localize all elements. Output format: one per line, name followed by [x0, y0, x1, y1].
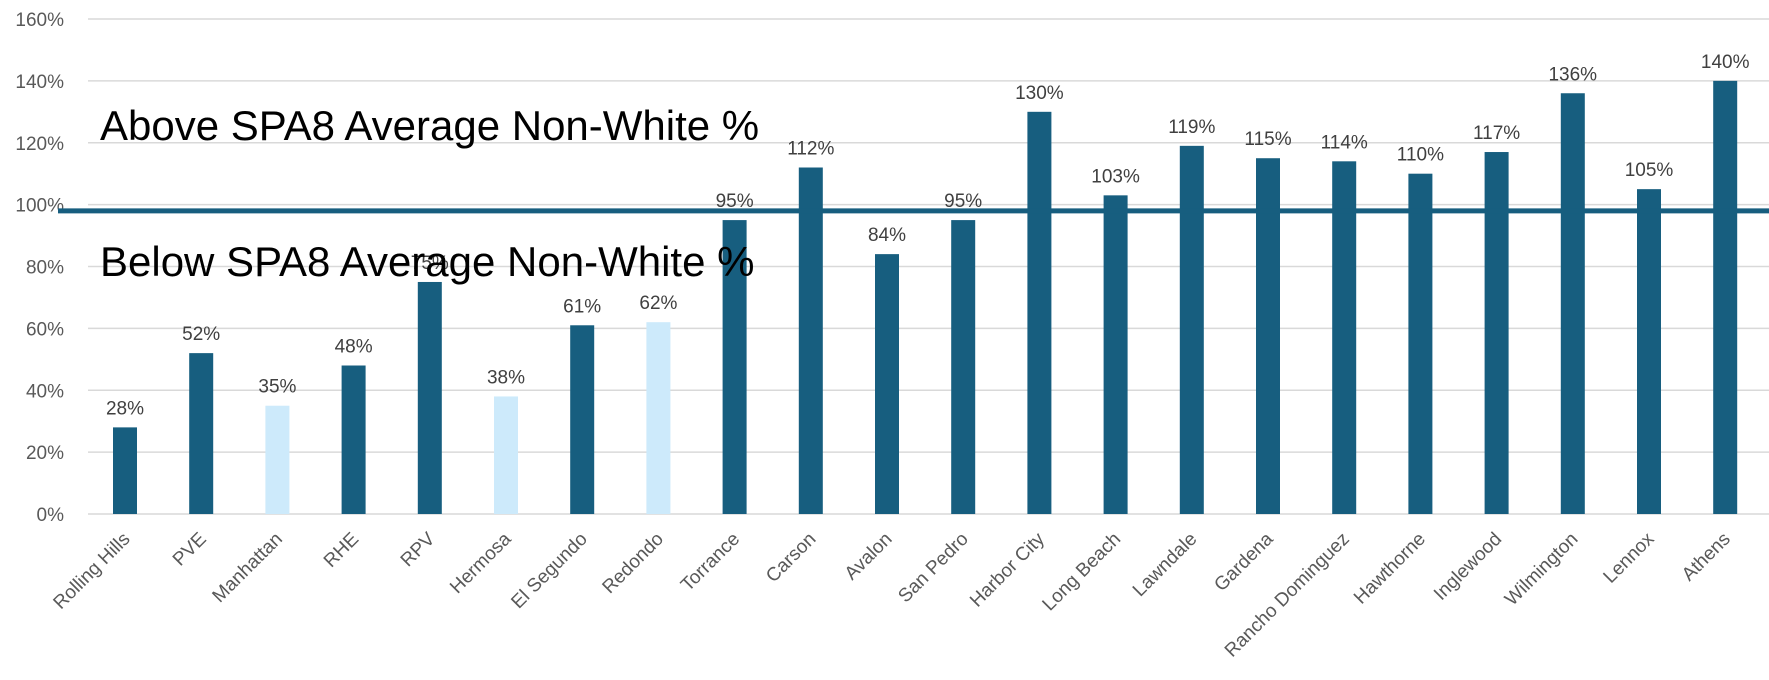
data-label: 48%	[335, 337, 373, 358]
data-label: 28%	[106, 398, 144, 419]
data-label: 103%	[1091, 166, 1140, 187]
data-label: 140%	[1701, 52, 1750, 73]
bar	[494, 396, 518, 514]
data-label: 95%	[716, 191, 754, 212]
data-label: 35%	[258, 377, 296, 398]
bar	[189, 353, 214, 514]
y-tick-label: 0%	[37, 505, 65, 526]
data-label: 52%	[182, 324, 220, 345]
bars	[113, 80, 1738, 514]
y-tick-label: 160%	[15, 10, 64, 31]
bar	[1408, 173, 1433, 514]
x-category-label: Gardena	[1210, 528, 1277, 595]
x-category-label: El Segundo	[507, 529, 591, 613]
bar	[1713, 80, 1738, 514]
x-category-label: Lennox	[1600, 528, 1659, 587]
gridlines	[88, 18, 1769, 515]
bar	[1637, 189, 1661, 514]
data-label: 136%	[1548, 64, 1597, 85]
data-label: 130%	[1015, 83, 1064, 104]
data-label: 114%	[1321, 132, 1368, 153]
y-tick-label: 100%	[15, 196, 64, 217]
bar	[417, 281, 442, 514]
x-category-label: Long Beach	[1039, 529, 1126, 616]
data-label: 95%	[944, 191, 982, 212]
bar	[1027, 111, 1052, 514]
x-category-label: Hawthorne	[1350, 529, 1430, 609]
data-label: 38%	[487, 367, 525, 388]
data-labels: 28% 52% 35% 48% 75% 38% 61% 62% 95% 112% 84% 95% 130…	[106, 52, 1750, 420]
y-tick-label: 120%	[15, 134, 64, 155]
data-label: 112%	[787, 139, 834, 160]
data-label: 110%	[1397, 145, 1444, 166]
x-category-label: Manhattan	[209, 529, 287, 607]
x-category-label: Athens	[1678, 529, 1735, 586]
y-tick-label: 140%	[15, 72, 64, 93]
x-category-label: Rolling Hills	[50, 529, 135, 614]
bar	[1484, 152, 1509, 514]
data-label: 84%	[868, 225, 906, 246]
y-tick-label: 60%	[26, 319, 64, 340]
y-tick-label: 20%	[26, 443, 64, 464]
x-category-label: Avalon	[841, 529, 897, 585]
bar	[265, 405, 290, 514]
x-category-label: RHE	[320, 529, 363, 572]
x-category-label: Redondo	[599, 529, 668, 598]
bar	[1103, 195, 1128, 514]
x-category-label: PVE	[169, 529, 211, 571]
data-label: 119%	[1168, 117, 1215, 138]
bar	[1560, 93, 1585, 514]
bar	[1332, 161, 1357, 514]
x-category-label: RPV	[397, 528, 440, 571]
bar	[951, 220, 976, 514]
y-tick-label: 80%	[26, 258, 64, 279]
x-category-label: Hermosa	[446, 528, 516, 598]
annotation-above: Above SPA8 Average Non-White %	[100, 102, 759, 149]
x-category-label: Lawndale	[1129, 529, 1201, 601]
y-tick-label: 40%	[26, 381, 64, 402]
x-category-label: Rancho Dominguez	[1221, 529, 1354, 662]
data-label: 115%	[1244, 129, 1291, 150]
data-label: 75%	[411, 253, 449, 274]
bar	[1179, 145, 1204, 514]
x-category-label: Torrance	[677, 529, 744, 596]
data-label: 105%	[1625, 160, 1674, 181]
bar	[113, 427, 137, 514]
x-category-label: Carson	[762, 529, 820, 587]
bar	[570, 325, 595, 514]
data-label: 62%	[639, 293, 677, 314]
annotation-below: Below SPA8 Average Non-White %	[100, 238, 754, 285]
data-label: 61%	[563, 296, 601, 317]
bar	[722, 220, 747, 514]
x-category-label: Inglewood	[1430, 529, 1506, 605]
y-axis-ticks: 0% 20% 40% 60% 80% 100% 120% 140% 160%	[15, 10, 64, 526]
data-label: 117%	[1473, 123, 1520, 144]
x-category-label: San Pedro	[894, 529, 972, 607]
bar	[341, 365, 366, 514]
bar	[1256, 158, 1280, 514]
bar	[875, 254, 899, 514]
bar	[798, 167, 823, 514]
x-category-label: Harbor City	[966, 528, 1049, 611]
x-category-label: Wilmington	[1501, 529, 1582, 610]
bar	[646, 322, 671, 514]
